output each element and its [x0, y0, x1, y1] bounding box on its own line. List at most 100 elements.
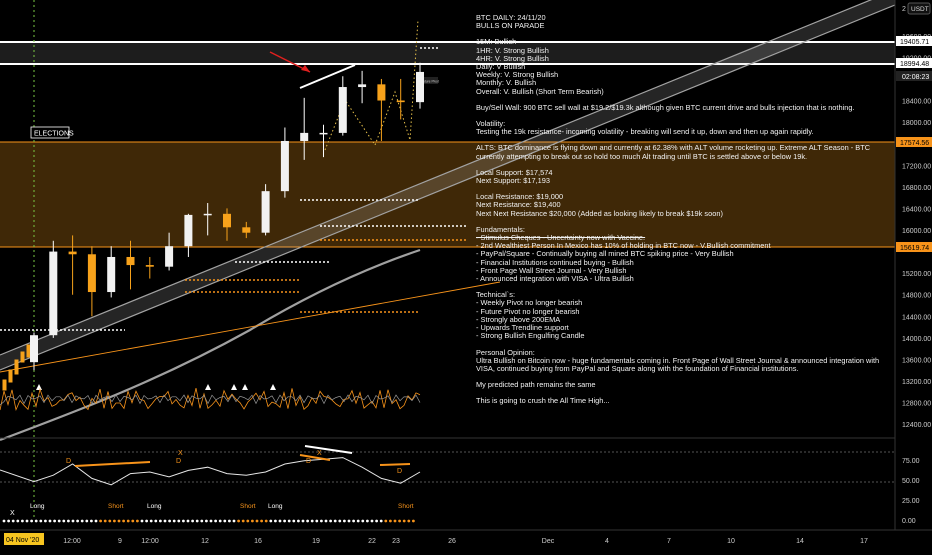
signal-dot [292, 519, 296, 523]
interval-label: 2 [902, 6, 906, 13]
x-marker: X [317, 450, 322, 457]
signal-dot [177, 519, 181, 523]
signal-dot [182, 519, 185, 523]
small-tag-box [420, 77, 438, 84]
signal-dot [320, 519, 323, 523]
signal-dot [384, 519, 388, 523]
signal-dot [126, 519, 130, 523]
orange-trendline [0, 281, 501, 373]
price-tick: 12400.00 [902, 422, 931, 429]
technical-item: - Upwards Trendline support [476, 324, 569, 333]
signal-dot [407, 519, 411, 523]
volatility-title: Volatility: [476, 120, 506, 129]
signal-dot [103, 519, 107, 523]
candle-body [300, 132, 309, 141]
timeframe-line: Daily: V Bullish [476, 63, 526, 72]
signal-dot [122, 519, 125, 523]
signal-dot [168, 519, 172, 523]
fundamental-item: - PayPal/Square - Continually buying all… [476, 250, 734, 259]
x-marker: X [178, 450, 183, 457]
resistance-line: Local Resistance: $19,000 [476, 193, 564, 202]
trend-channel [0, 0, 895, 370]
signal-dot [315, 519, 319, 523]
signal-dot [195, 519, 199, 523]
support-line: Next Support: $17,193 [476, 177, 550, 186]
signal-short: Short [398, 503, 414, 510]
white-trend-top [299, 64, 356, 89]
signal-dot [228, 519, 231, 523]
signal-dot [53, 519, 56, 523]
technical-item: - Strong Bullish Engulfing Candle [476, 332, 585, 341]
signal-dot [232, 519, 236, 523]
signal-dot [412, 519, 415, 523]
signal-dot [398, 519, 401, 523]
time-tick: 10 [727, 538, 735, 545]
signal-dot [241, 519, 245, 523]
signal-dot [62, 519, 66, 523]
price-axis[interactable] [895, 0, 932, 530]
signal-dot [301, 519, 305, 523]
technical-item: - Strongly above 200EMA [476, 315, 561, 324]
time-axis[interactable] [0, 530, 932, 550]
timeframe-line: 1HR: V. Strong Bullish [476, 46, 549, 55]
candle-body [358, 84, 367, 88]
time-tick: 7 [667, 538, 671, 545]
fundamental-item: - 2nd Wealthiest Person In Mexico has 10… [476, 242, 771, 251]
signal-dot [131, 519, 135, 523]
support-zone [0, 142, 895, 247]
timeframe-line: Overall: V. Bullish (Short Term Bearish) [476, 87, 604, 96]
signal-dot [269, 519, 273, 523]
time-tick: 12 [201, 538, 209, 545]
signal-dot [278, 519, 282, 523]
x-marker: X [10, 510, 15, 517]
indicator-line [0, 457, 421, 486]
signal-dot [347, 519, 351, 523]
signal-dot [287, 519, 291, 523]
time-tick: 26 [448, 538, 456, 545]
price-tick: 13200.00 [902, 379, 931, 386]
d-marker: D [176, 458, 181, 465]
candle-body [68, 251, 77, 255]
signal-dot [329, 519, 332, 523]
signal-dot [113, 519, 116, 523]
price-tag-top [896, 36, 932, 46]
signal-dots [2, 519, 415, 523]
signal-long: Long [268, 503, 283, 510]
indicator-divergence [304, 445, 353, 454]
signal-long: Long [30, 503, 45, 510]
quote-badge[interactable] [907, 2, 931, 15]
signal-dot [159, 519, 162, 523]
price-tag-lower [896, 242, 932, 252]
signal-dot [324, 519, 328, 523]
time-ticks: 12:00 9 12:00 12 16 19 22 23 26 Dec 4 7 10 14 17 [63, 538, 868, 545]
price-tag-support [896, 137, 932, 147]
signal-dot [255, 519, 259, 523]
elections-label: ELECTIONS [34, 131, 74, 138]
red-arrow-head [301, 65, 310, 72]
signal-dot [7, 519, 10, 523]
candle-body [87, 254, 96, 293]
signal-dot [379, 519, 383, 523]
signal-dot [361, 519, 365, 523]
candle-body [396, 100, 405, 103]
signal-dot [136, 519, 139, 523]
fundamentals-title: Fundamentals: [476, 225, 525, 234]
time-tick: 14 [796, 538, 804, 545]
time-tick: 12:00 [141, 538, 159, 545]
trendline-upper [0, 0, 873, 356]
time-tick: Dec [542, 538, 555, 545]
signal-dot [149, 519, 153, 523]
signal-dot [154, 519, 158, 523]
current-date: 04 Nov '20 [6, 537, 39, 544]
signal-short: Short [108, 503, 124, 510]
d-marker: D [306, 458, 311, 465]
signal-dot [389, 519, 392, 523]
signal-dot [44, 519, 47, 523]
signal-dot [237, 519, 241, 523]
signal-dot [375, 519, 378, 523]
signal-dot [333, 519, 337, 523]
indicator-tick: 25.00 [902, 498, 920, 505]
candle-body [49, 251, 58, 336]
support-line: Local Support: $17,574 [476, 168, 553, 177]
